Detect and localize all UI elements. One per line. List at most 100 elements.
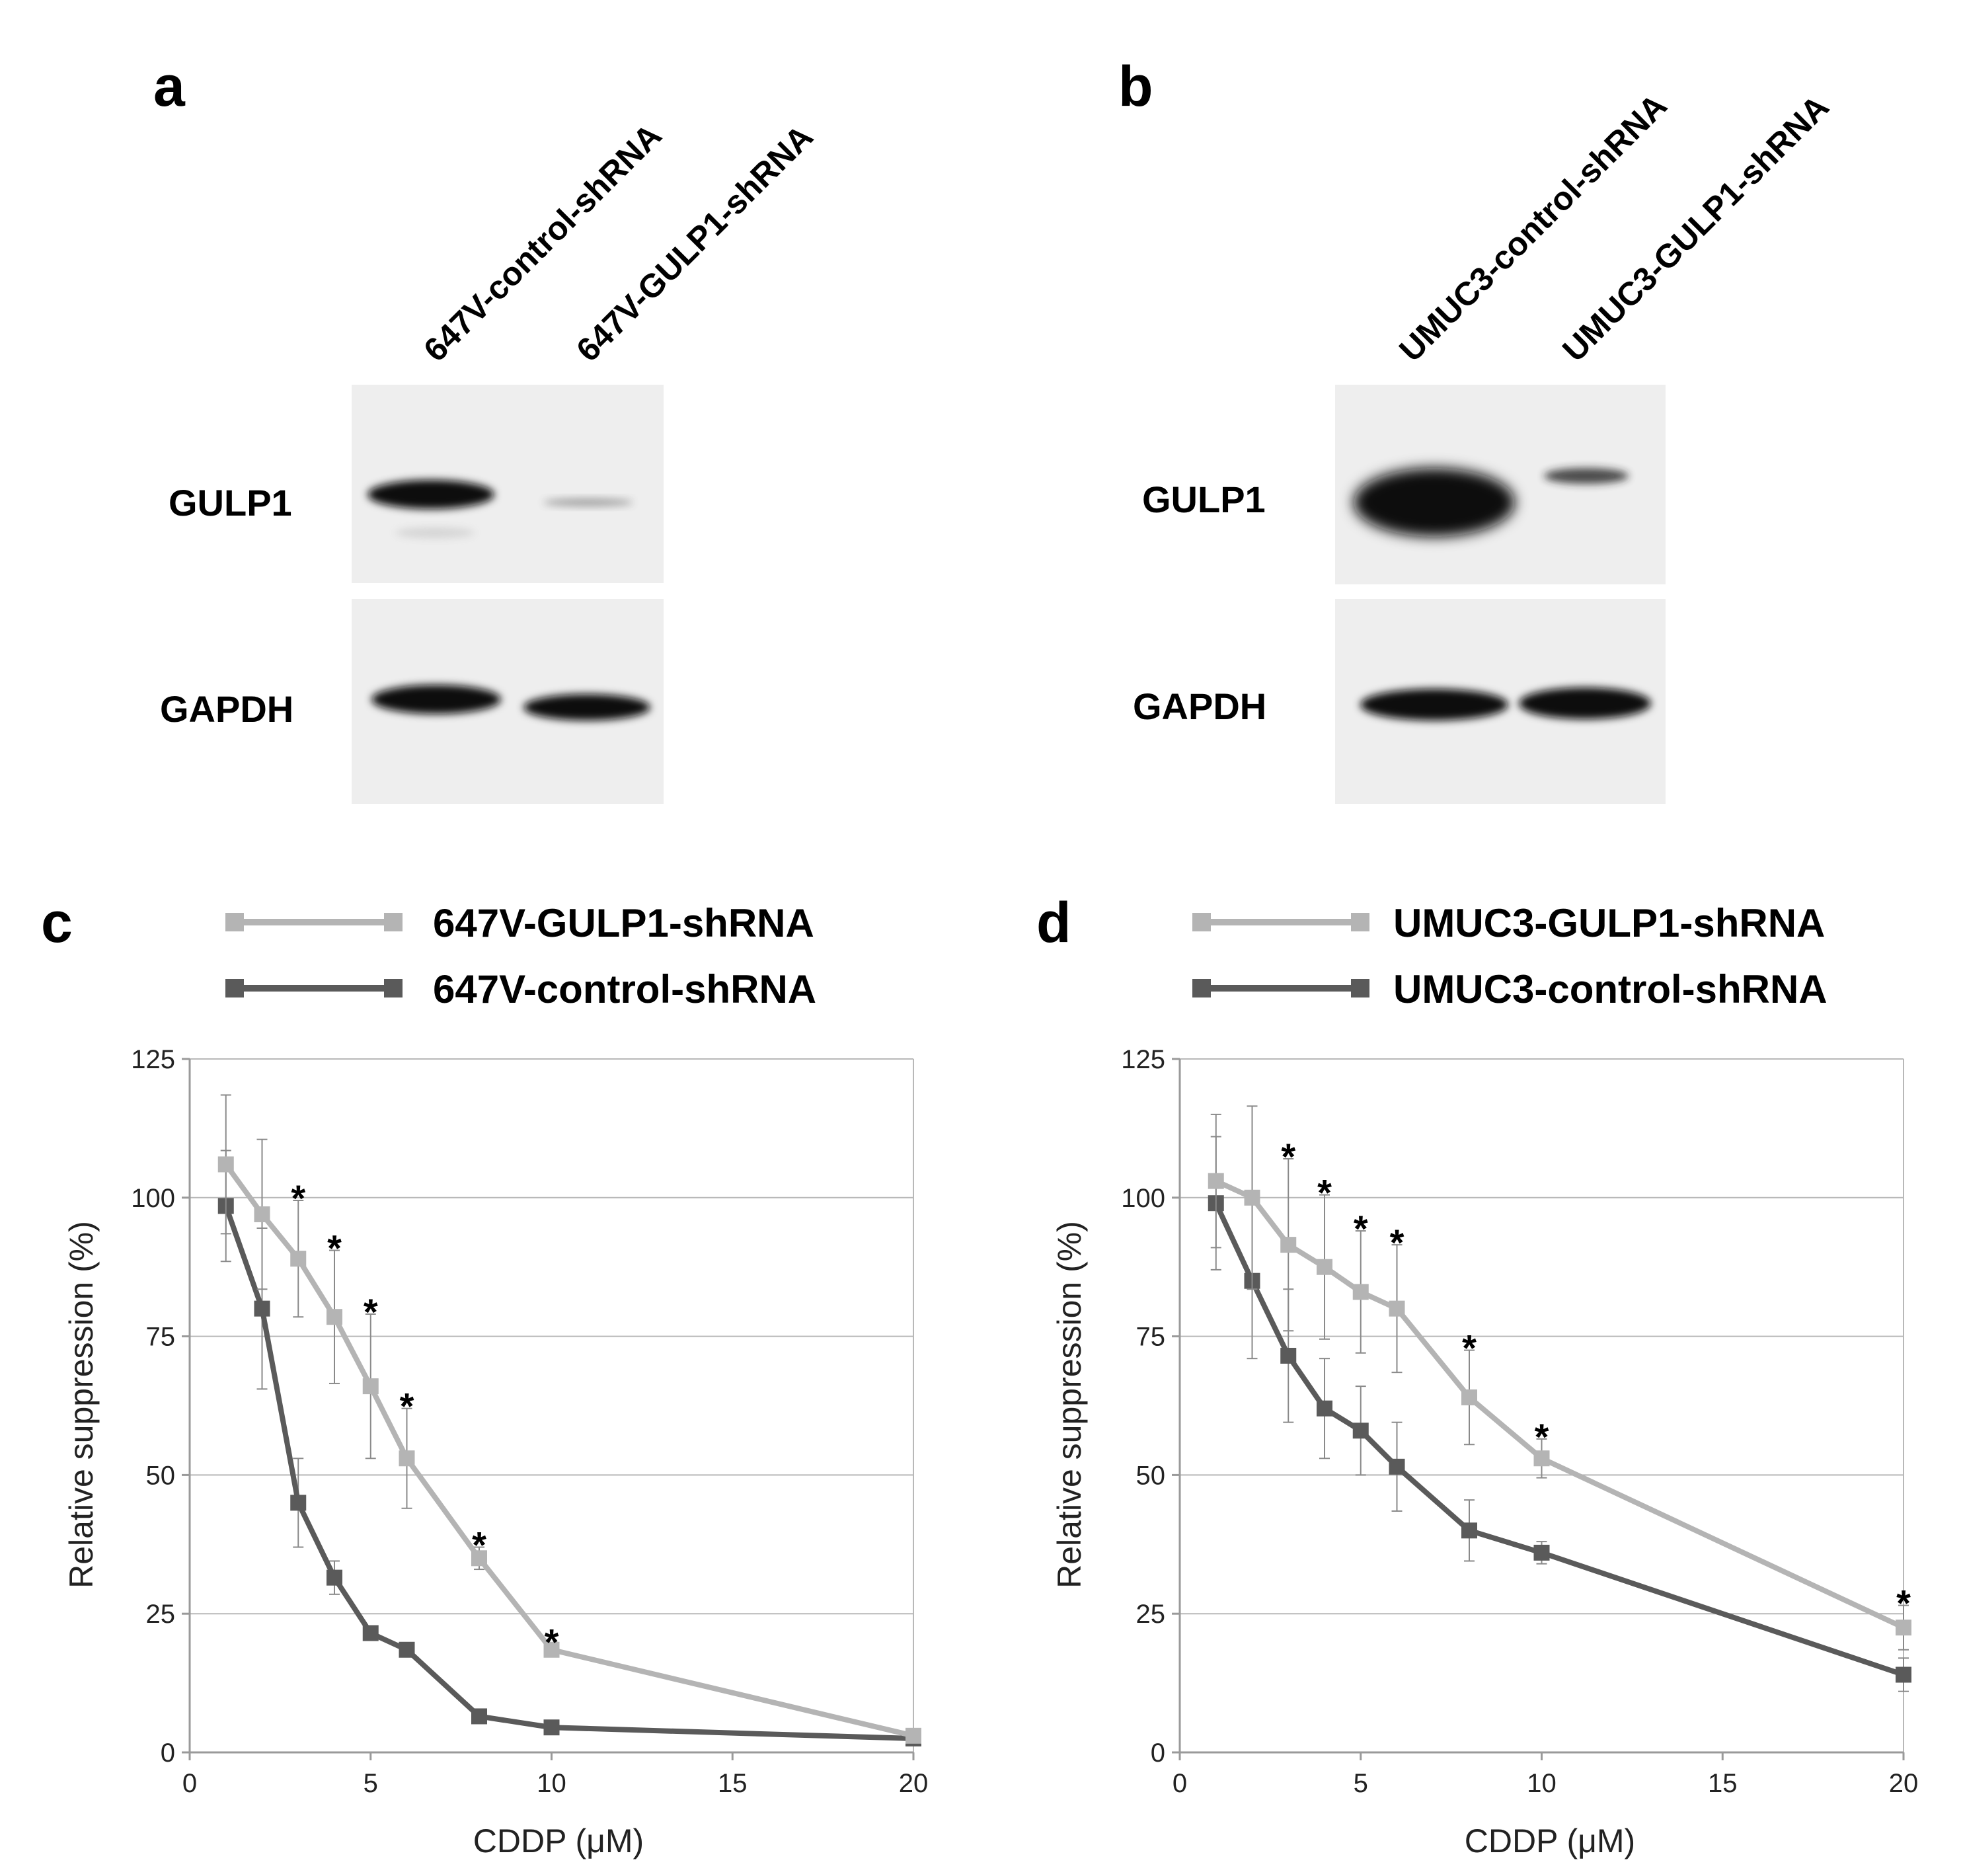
row-label-gulp1: GULP1 xyxy=(1142,479,1266,520)
legend-marker xyxy=(1192,913,1211,931)
data-point xyxy=(1280,1237,1297,1253)
significance-star: * xyxy=(1390,1222,1405,1263)
significance-star: * xyxy=(1281,1136,1295,1177)
y-tick-label: 75 xyxy=(1136,1323,1166,1352)
x-tick-label: 0 xyxy=(182,1769,197,1798)
legend-item-647v-gulp1: 647V-GULP1-shRNA xyxy=(225,901,814,945)
band-gapdh-control xyxy=(1360,689,1508,721)
legend-label: UMUC3-control-shRNA xyxy=(1393,967,1828,1011)
y-tick-label: 25 xyxy=(1136,1600,1166,1629)
data-point xyxy=(1352,1423,1369,1439)
significance-star: * xyxy=(291,1177,305,1219)
band-gapdh-knockdown xyxy=(1519,687,1651,719)
data-point xyxy=(1461,1522,1477,1539)
y-tick-label: 50 xyxy=(1136,1461,1166,1490)
y-tick-label: 100 xyxy=(1121,1184,1165,1213)
y-tick-label: 75 xyxy=(146,1323,176,1352)
series-umuc3-control-shrna xyxy=(1208,1136,1911,1692)
band-gulp1-control xyxy=(367,480,494,509)
data-point xyxy=(327,1569,342,1586)
legend: 647V-GULP1-shRNA 647V-control-shRNA xyxy=(225,901,816,1011)
data-point xyxy=(327,1309,342,1325)
legend-marker xyxy=(384,913,403,931)
legend-marker xyxy=(1192,979,1211,997)
data-point xyxy=(362,1378,379,1395)
data-point xyxy=(1317,1400,1332,1417)
panel-letter-a: a xyxy=(153,55,186,118)
y-tick-label: 100 xyxy=(131,1184,175,1213)
data-point xyxy=(1533,1450,1550,1467)
data-point xyxy=(254,1300,270,1317)
legend-marker xyxy=(225,913,244,931)
significance-star: * xyxy=(400,1386,414,1427)
data-point xyxy=(1896,1620,1911,1636)
row-label-gulp1: GULP1 xyxy=(169,482,292,524)
data-point xyxy=(399,1641,415,1658)
panel-letter-c: c xyxy=(41,891,73,955)
data-point xyxy=(1533,1544,1550,1561)
x-tick-label: 10 xyxy=(1527,1769,1557,1798)
blot-panel-b: b UMUC3-control-shRNA UMUC3-GULP1-shRNA … xyxy=(1118,55,1836,804)
data-point xyxy=(362,1625,379,1641)
band-gapdh-control xyxy=(371,685,501,714)
band-gulp1-knockdown xyxy=(543,498,633,506)
data-point xyxy=(471,1708,487,1725)
significance-star: * xyxy=(327,1228,342,1269)
plot-area: 0 25 50 75 100 125 0 5 10 15 20 * * * * * * xyxy=(131,1045,928,1798)
data-point xyxy=(1389,1300,1405,1317)
x-axis-title: CDDP (μM) xyxy=(473,1822,644,1859)
x-tick-label: 5 xyxy=(364,1769,378,1798)
significance-star: * xyxy=(1317,1172,1332,1214)
band-gapdh-knockdown xyxy=(523,694,650,721)
chart-panel-c: c 647V-GULP1-shRNA 647V-control-shRNA 0 2… xyxy=(41,891,928,1859)
significance-star: * xyxy=(1354,1208,1368,1249)
legend-label: 647V-GULP1-shRNA xyxy=(433,901,814,945)
data-point xyxy=(217,1156,234,1173)
x-tick-label: 20 xyxy=(1889,1769,1919,1798)
x-axis-title: CDDP (μM) xyxy=(1465,1822,1635,1859)
blot-panel-a: a 647V-control-shRNA 647V-GULP1-shRNA GU… xyxy=(153,55,820,804)
significance-star: * xyxy=(364,1291,378,1333)
x-tick-label: 10 xyxy=(537,1769,566,1798)
data-point xyxy=(1461,1389,1477,1405)
legend-marker xyxy=(1351,979,1369,997)
legend-label: UMUC3-GULP1-shRNA xyxy=(1393,901,1825,945)
y-axis-title: Relative suppression (%) xyxy=(63,1221,100,1588)
lane-label-umuc3-control: UMUC3-control-shRNA xyxy=(1392,87,1674,369)
significance-star: * xyxy=(1462,1327,1477,1369)
chart-panel-d: d UMUC3-GULP1-shRNA UMUC3-control-shRNA … xyxy=(1036,891,1918,1859)
data-point xyxy=(1244,1189,1260,1206)
band-gulp1-control xyxy=(1354,468,1515,537)
data-point xyxy=(543,1641,560,1658)
x-tick-label: 15 xyxy=(718,1769,748,1798)
panel-letter-d: d xyxy=(1036,891,1071,955)
lane-label-umuc3-gulp1: UMUC3-GULP1-shRNA xyxy=(1555,88,1836,369)
data-point xyxy=(1896,1666,1911,1683)
row-label-gapdh: GAPDH xyxy=(1133,685,1266,727)
data-point xyxy=(905,1727,921,1744)
legend-marker xyxy=(384,979,403,997)
x-tick-label: 15 xyxy=(1708,1769,1738,1798)
data-point xyxy=(1208,1173,1224,1189)
y-tick-label: 125 xyxy=(1121,1045,1165,1074)
panel-letter-b: b xyxy=(1118,55,1153,118)
significance-star: * xyxy=(1896,1583,1911,1624)
data-point xyxy=(254,1206,270,1222)
significance-star: * xyxy=(472,1524,486,1565)
data-point xyxy=(1280,1347,1297,1364)
band-gulp1-knockdown xyxy=(1544,468,1629,484)
significance-star: * xyxy=(545,1621,559,1662)
row-label-gapdh: GAPDH xyxy=(160,688,293,730)
data-point xyxy=(1389,1458,1405,1475)
y-axis-title: Relative suppression (%) xyxy=(1051,1221,1088,1588)
series-647v-gulp1-shrna xyxy=(217,1094,921,1744)
series-line xyxy=(223,1205,914,1742)
legend-label: 647V-control-shRNA xyxy=(433,967,816,1011)
x-tick-label: 0 xyxy=(1173,1769,1187,1798)
legend-item-647v-control: 647V-control-shRNA xyxy=(225,967,816,1011)
y-tick-label: 125 xyxy=(131,1045,175,1074)
y-tick-label: 0 xyxy=(1151,1739,1165,1768)
data-point xyxy=(290,1251,307,1267)
significance-star: * xyxy=(1535,1416,1549,1458)
